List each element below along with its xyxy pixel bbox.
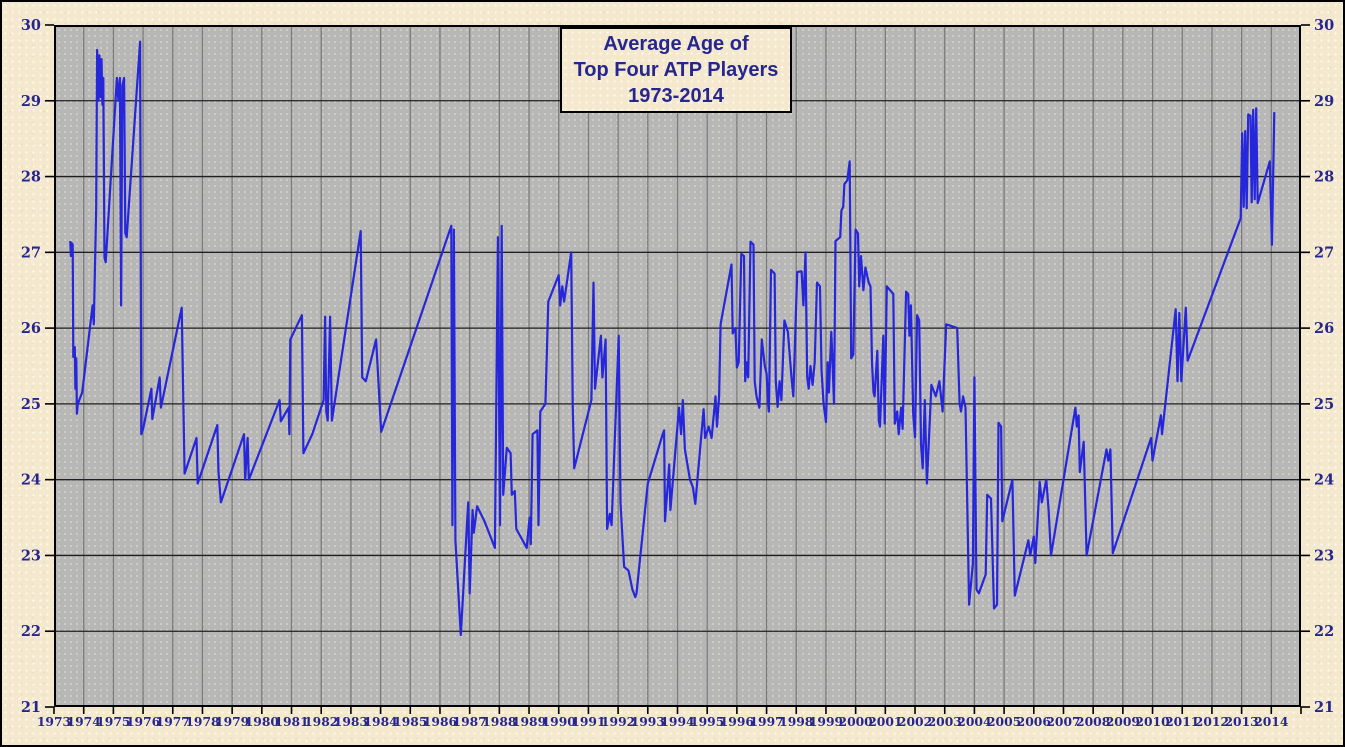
y-axis-label-right: 23 — [1314, 547, 1334, 564]
x-axis-label: 1988 — [482, 714, 516, 729]
x-axis-label: 1980 — [245, 714, 279, 729]
y-axis-label-right: 21 — [1314, 699, 1334, 716]
y-axis-label-right: 29 — [1314, 93, 1334, 110]
x-axis-label: 1990 — [542, 714, 576, 729]
x-axis-label: 1986 — [423, 714, 457, 729]
y-axis-label-left: 26 — [21, 320, 41, 337]
x-axis-label: 2003 — [928, 714, 962, 729]
y-axis-label-left: 29 — [21, 93, 41, 110]
x-axis-label: 1974 — [67, 714, 102, 729]
x-axis-label: 2011 — [1165, 714, 1199, 729]
x-axis-label: 2013 — [1225, 714, 1259, 729]
y-axis-label-left: 30 — [21, 17, 41, 34]
x-axis-label: 1983 — [334, 714, 368, 729]
y-axis-label-right: 24 — [1314, 472, 1334, 489]
x-axis-label: 2010 — [1135, 714, 1169, 729]
y-axis-label-left: 28 — [21, 169, 41, 186]
x-axis-label: 1975 — [96, 714, 130, 729]
x-axis-label: 1993 — [631, 714, 665, 729]
x-axis-label: 1978 — [185, 714, 219, 729]
chart-title-line-1: Average Age of — [603, 33, 749, 55]
chart-title-line-3: 1973-2014 — [628, 85, 724, 107]
x-axis-label: 1973 — [37, 714, 71, 729]
x-axis-label: 1992 — [601, 714, 635, 729]
x-axis-label: 2008 — [1076, 714, 1110, 729]
x-axis-label: 1985 — [393, 714, 427, 729]
x-axis-label: 1999 — [809, 714, 843, 729]
y-axis-label-right: 27 — [1314, 244, 1334, 261]
y-axis-label-left: 23 — [21, 547, 41, 564]
y-axis-label-left: 21 — [21, 699, 41, 716]
x-axis-label: 2012 — [1195, 714, 1229, 729]
x-axis-label: 2006 — [1017, 714, 1051, 729]
x-axis-label: 2009 — [1106, 714, 1140, 729]
x-axis-label: 1989 — [512, 714, 546, 729]
x-axis-label: 1981 — [274, 714, 308, 729]
y-axis-label-left: 22 — [21, 623, 41, 640]
x-axis-label: 1987 — [453, 714, 487, 729]
chart-title-box: Average Age of Top Four ATP Players 1973… — [560, 27, 792, 113]
x-axis-label: 2004 — [957, 714, 992, 729]
x-axis-label: 2014 — [1254, 714, 1289, 729]
x-axis-label: 1994 — [660, 714, 695, 729]
y-axis-label-right: 30 — [1314, 17, 1334, 34]
y-axis-label-right: 28 — [1314, 169, 1334, 186]
y-axis-label-left: 25 — [21, 396, 41, 413]
x-axis-label: 1996 — [720, 714, 754, 729]
x-axis-label: 2001 — [868, 714, 902, 729]
y-axis-label-right: 22 — [1314, 623, 1334, 640]
x-axis-label: 1984 — [363, 714, 398, 729]
x-axis-label: 2007 — [1046, 714, 1080, 729]
x-axis-label: 2005 — [987, 714, 1021, 729]
x-axis-label: 1977 — [156, 714, 190, 729]
x-axis-label: 1995 — [690, 714, 724, 729]
series-average-age-top-four-atp — [69, 40, 1276, 637]
x-axis-label: 2002 — [898, 714, 932, 729]
y-axis-label-left: 27 — [21, 244, 41, 261]
chart-title-line-2: Top Four ATP Players — [573, 59, 779, 81]
x-axis-label: 1982 — [304, 714, 338, 729]
x-axis-label: 2000 — [839, 714, 873, 729]
y-axis-label-left: 24 — [21, 472, 41, 489]
x-axis-label: 1997 — [749, 714, 783, 729]
y-axis-label-right: 25 — [1314, 396, 1334, 413]
x-axis-label: 1998 — [779, 714, 813, 729]
x-axis-label: 1979 — [215, 714, 249, 729]
x-axis-label: 1991 — [571, 714, 605, 729]
x-axis-label: 1976 — [126, 714, 160, 729]
y-axis-label-right: 26 — [1314, 320, 1334, 337]
